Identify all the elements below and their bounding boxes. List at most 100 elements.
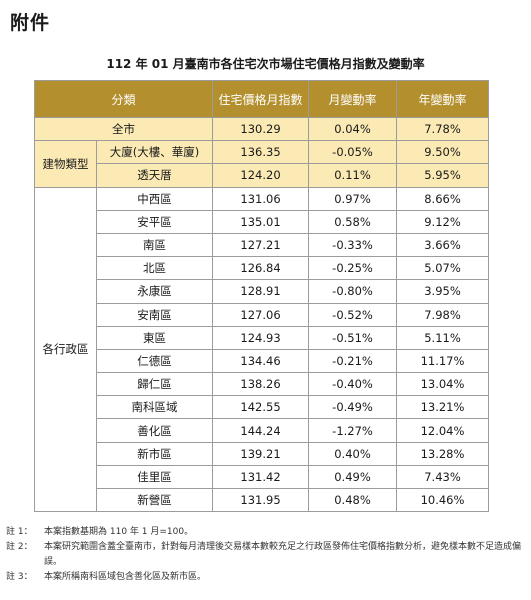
mom-value: -0.80% xyxy=(308,279,398,304)
yoy-value: 7.98% xyxy=(396,302,490,327)
yoy-value: 5.95% xyxy=(396,163,490,188)
yoy-value: 8.66% xyxy=(396,186,490,211)
yoy-value: 5.07% xyxy=(396,256,490,281)
index-value: 142.55 xyxy=(212,395,310,420)
row-label: 大廈(大樓、華廈) xyxy=(95,140,214,165)
header-yoy: 年變動率 xyxy=(396,80,490,118)
table-row: 東區 124.93 -0.51% 5.11% xyxy=(35,325,490,350)
table-row: 各行政區 中西區 131.06 0.97% 8.66% xyxy=(34,186,490,513)
mom-value: -1.27% xyxy=(308,418,398,443)
yoy-value: 3.66% xyxy=(396,232,490,258)
index-value: 131.42 xyxy=(212,464,310,490)
row-label: 佳里區 xyxy=(95,464,214,490)
table-row: 新市區 139.21 0.40% 13.28% xyxy=(35,441,490,466)
mom-value: 0.97% xyxy=(308,186,398,211)
yoy-value: 9.12% xyxy=(396,209,490,234)
footnote-label: 註 3： xyxy=(6,572,33,582)
index-value: 144.24 xyxy=(212,418,310,443)
index-value: 131.06 xyxy=(212,186,310,211)
table-row: 歸仁區 138.26 -0.40% 13.04% xyxy=(35,372,490,397)
table-row: 建物類型 大廈(大樓、華廈) 136.35 -0.05% 9.50% xyxy=(34,140,490,188)
row-label: 全市 xyxy=(33,116,214,142)
table-row: 佳里區 131.42 0.49% 7.43% xyxy=(35,464,490,490)
index-value: 139.21 xyxy=(212,441,310,466)
row-label: 南區 xyxy=(95,232,214,258)
mom-value: 0.04% xyxy=(308,116,398,142)
index-value: 131.95 xyxy=(212,487,310,513)
row-label: 東區 xyxy=(95,325,214,350)
footnote: 註 3： 本案所稱南科區域包含善化區及新市區。 xyxy=(6,570,526,585)
header-index: 住宅價格月指數 xyxy=(212,80,310,118)
index-value: 138.26 xyxy=(212,372,310,397)
index-value: 135.01 xyxy=(212,209,310,234)
table-row: 安平區 135.01 0.58% 9.12% xyxy=(35,209,490,234)
index-value: 127.21 xyxy=(212,232,310,258)
row-label: 中西區 xyxy=(95,186,214,211)
yoy-value: 12.04% xyxy=(396,418,490,443)
footnote-text: 本案所稱南科區域包含善化區及新市區。 xyxy=(44,572,207,582)
footnote: 註 1： 本案指數基期為 110 年 1 月=100。 xyxy=(6,525,526,540)
row-label: 仁德區 xyxy=(95,348,214,374)
index-value: 134.46 xyxy=(212,348,310,374)
table-row-overall: 全市 130.29 0.04% 7.78% xyxy=(33,116,490,142)
footnote-label: 註 1： xyxy=(6,527,33,537)
group-label-building-type: 建物類型 xyxy=(34,140,97,188)
mom-value: -0.51% xyxy=(308,325,398,350)
row-label: 南科區域 xyxy=(95,395,214,420)
price-index-table: 分類 住宅價格月指數 月變動率 年變動率 全市 130.29 0.04% 7.7… xyxy=(33,80,490,513)
mom-value: -0.40% xyxy=(308,372,398,397)
row-label: 新營區 xyxy=(95,487,214,513)
yoy-value: 13.04% xyxy=(396,372,490,397)
table-row: 新營區 131.95 0.48% 10.46% xyxy=(35,487,490,513)
table-row: 南科區域 142.55 -0.49% 13.21% xyxy=(35,395,490,420)
table-header-row: 分類 住宅價格月指數 月變動率 年變動率 xyxy=(33,80,490,118)
footnotes: 註 1： 本案指數基期為 110 年 1 月=100。 註 2： 本案研究範圍含… xyxy=(6,525,526,585)
row-label: 北區 xyxy=(95,256,214,281)
footnote-text: 本案指數基期為 110 年 1 月=100。 xyxy=(44,527,194,537)
mom-value: -0.33% xyxy=(308,232,398,258)
row-label: 透天厝 xyxy=(95,163,214,188)
index-value: 124.20 xyxy=(212,163,310,188)
footnote-label: 註 2： xyxy=(6,542,33,552)
header-category: 分類 xyxy=(33,80,214,118)
row-label: 永康區 xyxy=(95,279,214,304)
mom-value: -0.25% xyxy=(308,256,398,281)
table-row: 永康區 128.91 -0.80% 3.95% xyxy=(35,279,490,304)
table-row: 安南區 127.06 -0.52% 7.98% xyxy=(35,302,490,327)
table-row: 仁德區 134.46 -0.21% 11.17% xyxy=(35,348,490,374)
row-label: 安南區 xyxy=(95,302,214,327)
index-value: 128.91 xyxy=(212,279,310,304)
mom-value: 0.49% xyxy=(308,464,398,490)
row-label: 歸仁區 xyxy=(95,372,214,397)
row-label: 善化區 xyxy=(95,418,214,443)
mom-value: -0.21% xyxy=(308,348,398,374)
index-value: 126.84 xyxy=(212,256,310,281)
footnote: 註 2： 本案研究範圍含蓋全臺南市，針對每月清理後交易樣本數較充足之行政區發佈住… xyxy=(6,540,526,570)
group-label-district: 各行政區 xyxy=(34,186,97,513)
table-row: 善化區 144.24 -1.27% 12.04% xyxy=(35,418,490,443)
table-row: 南區 127.21 -0.33% 3.66% xyxy=(35,232,490,258)
footnote-text: 本案研究範圍含蓋全臺南市，針對每月清理後交易樣本數較充足之行政區發佈住宅價格指數… xyxy=(44,542,522,567)
mom-value: 0.48% xyxy=(308,487,398,513)
index-value: 124.93 xyxy=(212,325,310,350)
attachment-heading: 附件 xyxy=(10,12,51,34)
yoy-value: 5.11% xyxy=(396,325,490,350)
header-mom: 月變動率 xyxy=(308,80,398,118)
mom-value: -0.52% xyxy=(308,302,398,327)
table-title: 112 年 01 月臺南市各住宅次市場住宅價格月指數及變動率 xyxy=(106,57,425,71)
table-row: 北區 126.84 -0.25% 5.07% xyxy=(35,256,490,281)
yoy-value: 3.95% xyxy=(396,279,490,304)
row-label: 安平區 xyxy=(95,209,214,234)
mom-value: 0.40% xyxy=(308,441,398,466)
yoy-value: 13.21% xyxy=(396,395,490,420)
mom-value: -0.49% xyxy=(308,395,398,420)
yoy-value: 10.46% xyxy=(396,487,490,513)
table-row: 透天厝 124.20 0.11% 5.95% xyxy=(35,163,490,188)
yoy-value: 11.17% xyxy=(396,348,490,374)
index-value: 136.35 xyxy=(212,140,310,165)
index-value: 130.29 xyxy=(212,116,310,142)
index-value: 127.06 xyxy=(212,302,310,327)
yoy-value: 7.43% xyxy=(396,464,490,490)
mom-value: 0.11% xyxy=(308,163,398,188)
row-label: 新市區 xyxy=(95,441,214,466)
